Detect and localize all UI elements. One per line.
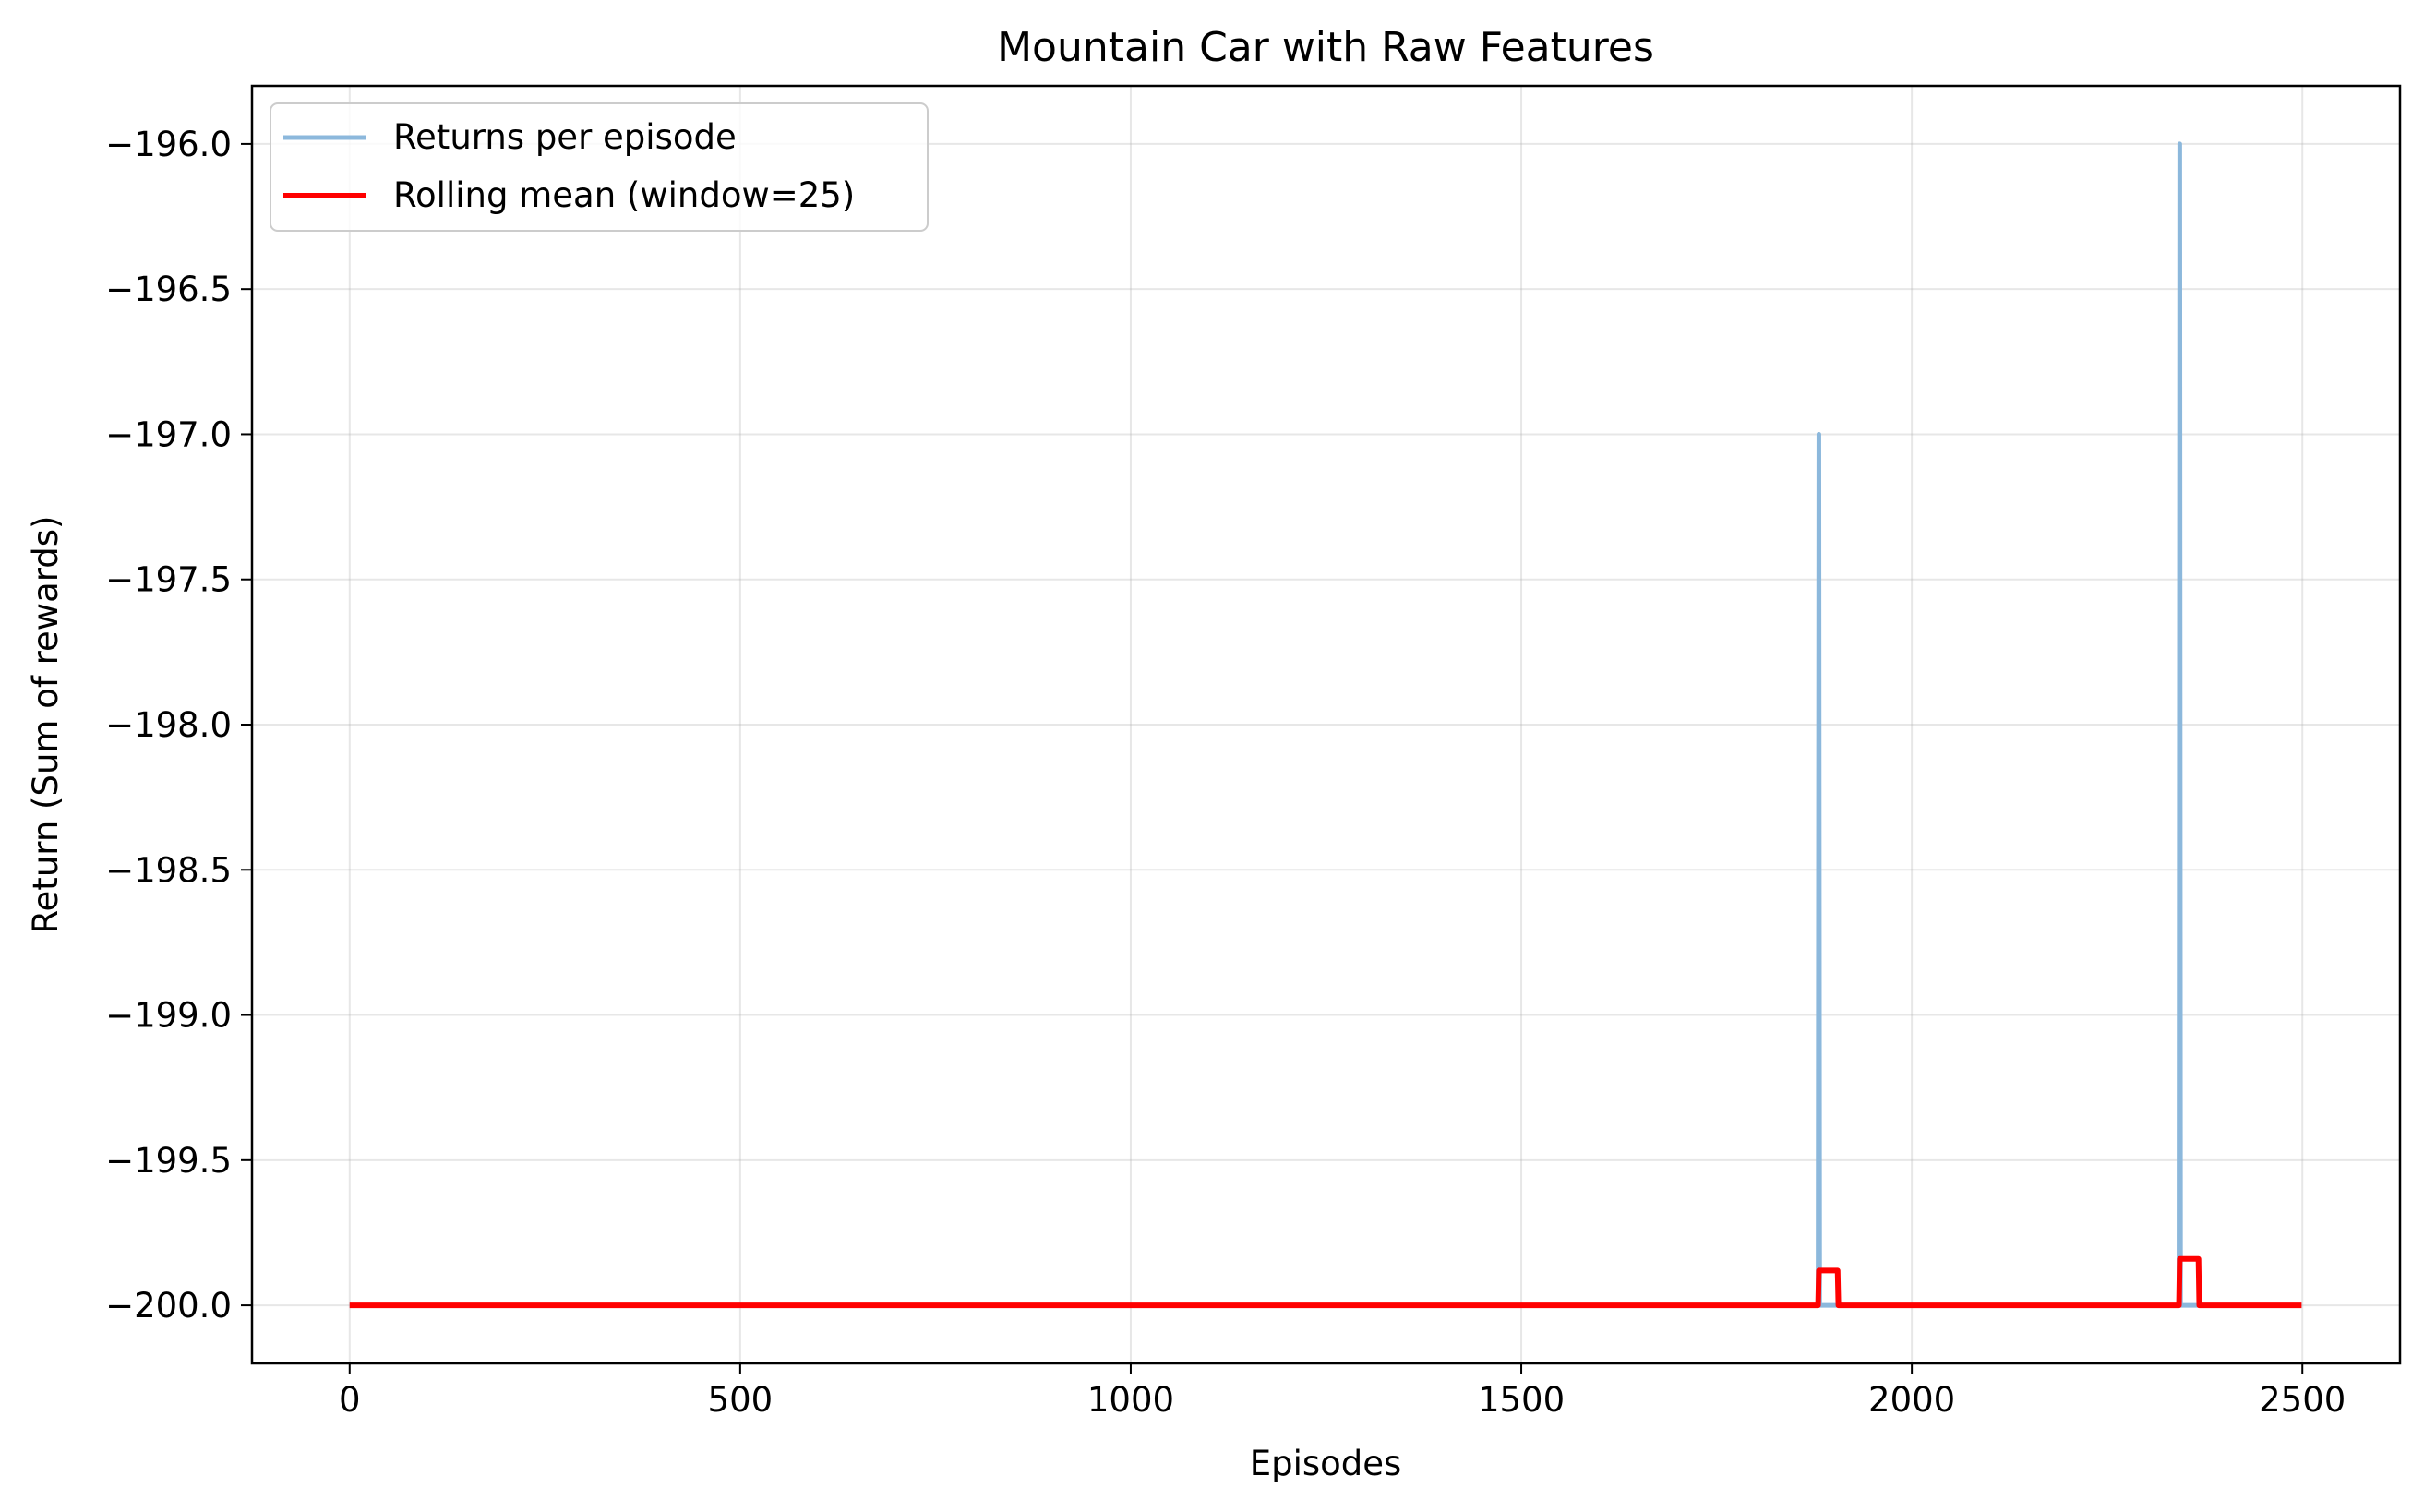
grid [252, 86, 2400, 1363]
x-tick-label: 0 [339, 1380, 361, 1420]
legend: Returns per episode Rolling mean (window… [270, 102, 929, 232]
x-axis: 0 500 1000 1500 2000 2500 [339, 1363, 2346, 1420]
plot-background [252, 86, 2400, 1363]
legend-box [270, 102, 929, 232]
y-tick-label: −199.5 [105, 1141, 232, 1181]
y-tick-label: −198.5 [105, 850, 232, 890]
y-axis-label: Return (Sum of rewards) [26, 516, 66, 934]
y-tick-label: −197.5 [105, 560, 232, 600]
x-axis-label: Episodes [1250, 1444, 1402, 1483]
x-tick-label: 1000 [1087, 1380, 1174, 1420]
chart-title: Mountain Car with Raw Features [997, 24, 1654, 71]
x-tick-label: 500 [708, 1380, 774, 1420]
series-line-rolling-mean [349, 1255, 2302, 1309]
y-tick-label: −196.5 [105, 270, 232, 309]
series-layer [349, 141, 2302, 1309]
x-tick-label: 1500 [1478, 1380, 1565, 1420]
legend-label-returns: Returns per episode [393, 117, 737, 157]
y-tick-label: −199.0 [105, 996, 232, 1036]
legend-label-rolling-mean: Rolling mean (window=25) [393, 175, 855, 215]
y-tick-label: −200.0 [105, 1286, 232, 1326]
y-axis: −196.0 −196.5 −197.0 −197.5 −198.0 −198.5 −199… [105, 125, 252, 1326]
x-tick-label: 2000 [1868, 1380, 1955, 1420]
plot-area [250, 84, 2402, 1365]
y-tick-label: −197.0 [105, 414, 232, 454]
y-tick-label: −198.0 [105, 705, 232, 745]
x-tick-label: 2500 [2259, 1380, 2346, 1420]
y-tick-label: −196.0 [105, 125, 232, 164]
